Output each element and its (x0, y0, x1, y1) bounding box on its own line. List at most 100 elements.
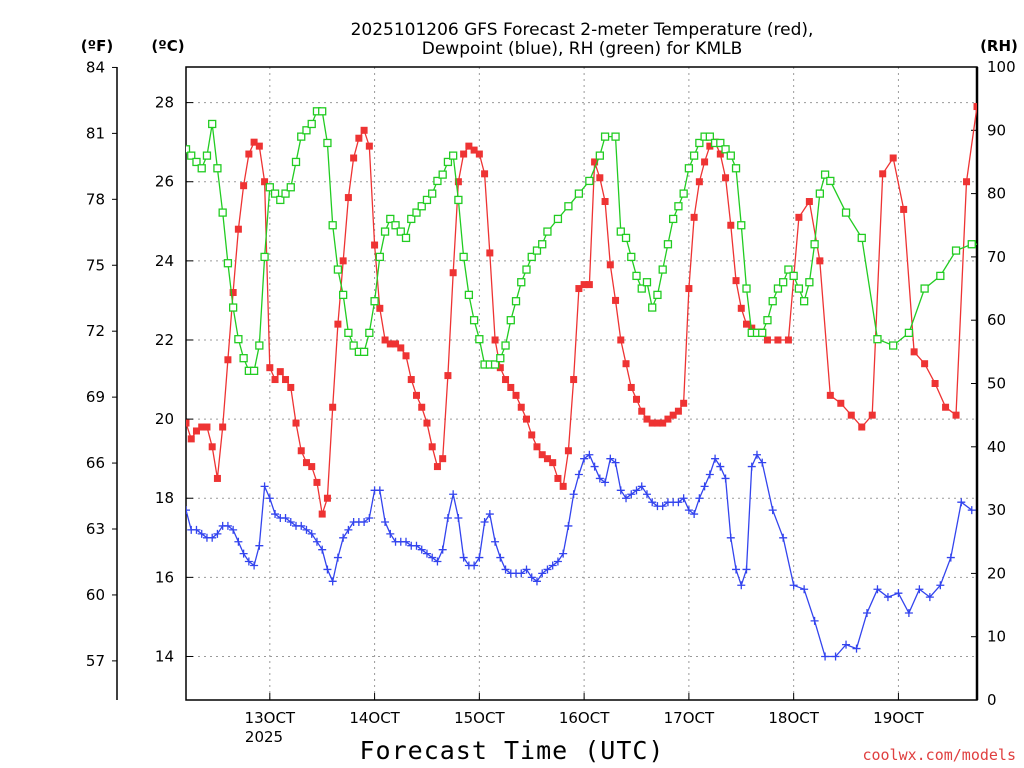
data-point (397, 344, 405, 352)
data-point (731, 164, 741, 173)
data-point (318, 107, 327, 116)
data-point (464, 290, 474, 300)
grid-layer (186, 67, 977, 700)
data-point (632, 271, 641, 281)
data-point (433, 557, 442, 566)
data-point (218, 208, 227, 217)
data-point (936, 271, 945, 281)
data-point (653, 419, 661, 427)
data-point (627, 490, 636, 499)
data-point (292, 419, 300, 427)
data-point (213, 529, 222, 538)
data-point (302, 525, 311, 534)
data-point (858, 423, 866, 431)
data-point (391, 221, 400, 230)
data-point (580, 281, 588, 289)
data-point (407, 214, 416, 224)
data-point (622, 494, 631, 503)
data-point (380, 227, 390, 236)
data-point (339, 290, 348, 300)
data-point (422, 549, 431, 558)
data-point (868, 411, 876, 419)
data-point (549, 459, 557, 467)
data-point (569, 490, 578, 499)
data-point (359, 347, 369, 357)
data-point (883, 593, 892, 602)
data-point (339, 257, 347, 265)
data-point (276, 195, 285, 205)
data-point (396, 227, 405, 236)
data-point (616, 486, 625, 495)
data-point (386, 340, 394, 348)
fahrenheit-tick-label: 60 (86, 586, 105, 604)
data-point (532, 246, 542, 255)
data-point (632, 486, 641, 495)
data-point (553, 214, 563, 224)
data-point (779, 278, 788, 287)
data-point (711, 454, 720, 463)
data-point (401, 233, 411, 243)
data-point (690, 213, 698, 221)
celsius-tick-label: 28 (155, 94, 174, 112)
celsius-tick-label: 22 (155, 331, 174, 349)
data-point (192, 427, 200, 435)
data-point (496, 354, 505, 363)
data-point (433, 176, 442, 186)
data-point (857, 233, 866, 243)
data-point (548, 561, 557, 570)
data-point (904, 608, 913, 617)
x-tick-label: 13OCT (245, 709, 296, 727)
fahrenheit-tick-label: 75 (86, 256, 105, 274)
data-point (260, 482, 269, 491)
data-point (360, 517, 369, 526)
data-point (282, 376, 290, 384)
data-point (481, 170, 489, 178)
data-point (302, 126, 311, 135)
data-point (826, 391, 834, 399)
data-point (469, 316, 479, 325)
data-point (506, 316, 515, 325)
data-point (810, 240, 819, 249)
data-point (799, 297, 809, 306)
data-point (234, 335, 243, 344)
rh-tick-label: 30 (987, 501, 1006, 519)
data-point (485, 510, 494, 519)
data-point (873, 335, 882, 344)
data-point (475, 335, 484, 344)
data-point (758, 328, 767, 338)
data-point (271, 376, 279, 384)
data-point (224, 356, 232, 364)
data-point (323, 494, 331, 502)
data-point (297, 132, 306, 141)
data-point (732, 565, 741, 574)
data-point (443, 157, 453, 167)
data-point (239, 354, 248, 363)
data-point (611, 458, 620, 467)
data-point (580, 454, 589, 463)
celsius-tick-label: 24 (155, 252, 174, 270)
series-rh (186, 107, 977, 375)
data-point (239, 549, 248, 558)
data-point (690, 510, 699, 519)
data-point (203, 423, 211, 431)
data-point (360, 126, 368, 134)
rh-tick-label: 20 (987, 564, 1006, 582)
fahrenheit-tick-label: 66 (86, 454, 105, 472)
data-point (810, 616, 819, 625)
data-point (847, 411, 855, 419)
data-point (795, 213, 803, 221)
data-point (532, 577, 541, 586)
data-point (470, 561, 479, 570)
data-point (480, 517, 489, 526)
data-point (574, 470, 583, 479)
data-point (595, 151, 604, 160)
data-point (726, 533, 735, 542)
data-point (742, 284, 751, 293)
data-point (418, 403, 426, 411)
data-point (192, 157, 201, 167)
data-point (543, 455, 551, 463)
data-point (522, 265, 531, 274)
data-point (344, 328, 353, 338)
data-point (684, 506, 693, 515)
data-point (889, 154, 897, 162)
